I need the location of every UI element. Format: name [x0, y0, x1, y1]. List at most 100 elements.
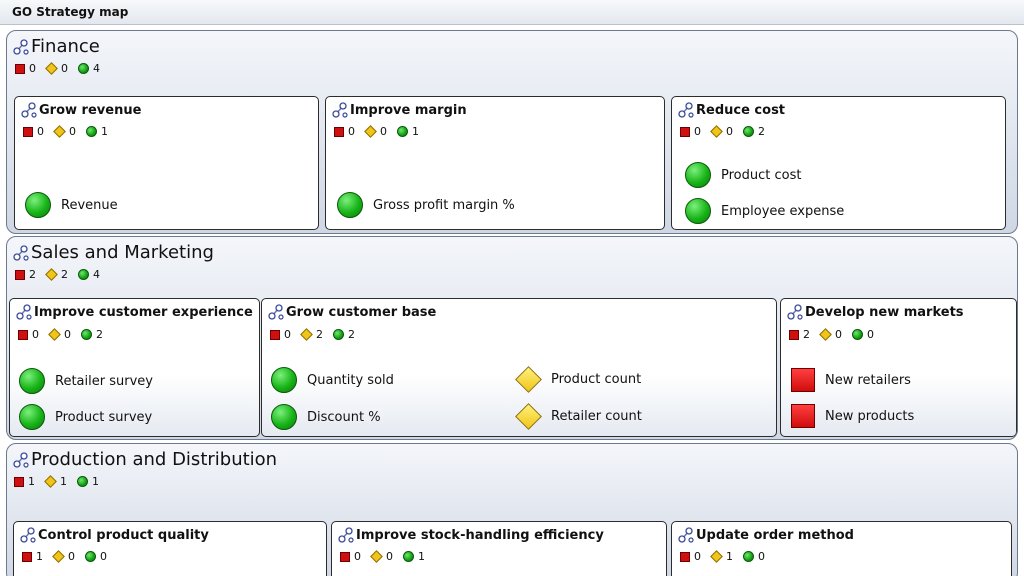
metric-gross-profit-margin[interactable]: Gross profit margin %	[337, 192, 515, 218]
yellow-diamond-icon	[710, 125, 723, 138]
perspective-header: Sales and Marketing	[13, 243, 214, 263]
metric-product-count[interactable]: Product count	[515, 366, 641, 393]
perspective-title: Finance	[31, 36, 100, 57]
strategy-map-icon	[13, 452, 29, 468]
objective-title: Control product quality	[38, 527, 209, 543]
yellow-diamond-icon	[515, 403, 542, 430]
perspective-finance[interactable]: Finance 0 0 4 Grow revenue 0 0 1 Revenue…	[6, 30, 1018, 234]
green-circle-icon	[333, 329, 344, 340]
red-square-icon	[791, 368, 815, 392]
yellow-diamond-icon	[819, 328, 832, 341]
yellow-diamond-icon	[710, 550, 723, 563]
metric-product-cost[interactable]: Product cost	[685, 162, 801, 188]
metric-product-survey[interactable]: Product survey	[19, 404, 152, 430]
metric-new-products[interactable]: New products	[791, 404, 914, 428]
objective-improve-margin[interactable]: Improve margin 0 0 1 Gross profit margin…	[325, 96, 665, 230]
objective-status-counts: 0 0 1	[340, 550, 435, 563]
yellow-diamond-icon	[515, 366, 542, 393]
yellow-diamond-icon	[45, 62, 58, 75]
yellow-diamond-icon	[45, 268, 58, 281]
strategy-map-icon	[20, 527, 36, 543]
green-circle-icon	[337, 192, 363, 218]
metric-employee-expense[interactable]: Employee expense	[685, 198, 844, 224]
green-circle-icon	[19, 404, 45, 430]
objective-status-counts: 2 0 0	[789, 328, 884, 341]
metric-new-retailers[interactable]: New retailers	[791, 368, 911, 392]
red-square-icon	[23, 126, 33, 137]
objective-title: Improve customer experience	[34, 304, 253, 320]
green-circle-icon	[852, 329, 863, 340]
objective-grow-revenue[interactable]: Grow revenue 0 0 1 Revenue	[14, 96, 319, 230]
red-square-icon	[334, 126, 344, 137]
objective-status-counts: 0 0 2	[680, 125, 775, 138]
objective-grow-customer-base[interactable]: Grow customer base 0 2 2 Quantity sold D…	[261, 298, 777, 437]
objective-title: Develop new markets	[805, 304, 964, 320]
yellow-count: 0	[61, 62, 68, 75]
yellow-diamond-icon	[370, 550, 383, 563]
perspective-status-counts: 2 2 4	[15, 268, 110, 281]
objective-improve-customer-experience[interactable]: Improve customer experience 0 0 2 Retail…	[9, 298, 260, 437]
metric-revenue[interactable]: Revenue	[25, 192, 118, 218]
objective-status-counts: 0 0 2	[18, 328, 113, 341]
green-circle-icon	[743, 551, 754, 562]
strategy-map-icon	[268, 304, 284, 320]
perspective-title: Production and Distribution	[31, 449, 278, 470]
objective-status-counts: 0 0 1	[23, 125, 118, 138]
strategy-map-icon	[16, 304, 32, 320]
objective-control-product-quality[interactable]: Control product quality 1 0 0	[13, 521, 327, 576]
red-square-icon	[15, 269, 25, 280]
red-square-icon	[680, 551, 690, 562]
strategy-map-icon	[338, 527, 354, 543]
perspective-header: Production and Distribution	[13, 450, 277, 470]
green-circle-icon	[78, 269, 89, 280]
green-circle-icon	[685, 198, 711, 224]
metric-discount[interactable]: Discount %	[271, 404, 381, 430]
objective-title: Improve margin	[350, 102, 467, 118]
green-count: 4	[93, 62, 100, 75]
red-square-icon	[791, 404, 815, 428]
red-count: 0	[29, 62, 36, 75]
perspective-status-counts: 1 1 1	[14, 475, 109, 488]
strategy-map-icon	[787, 304, 803, 320]
strategy-map-icon	[332, 102, 348, 118]
window-title: GO Strategy map	[12, 5, 129, 19]
red-square-icon	[340, 551, 350, 562]
green-circle-icon	[397, 126, 408, 137]
objective-title: Grow customer base	[286, 304, 437, 320]
objective-status-counts: 1 0 0	[22, 550, 117, 563]
red-square-icon	[789, 329, 799, 340]
metric-retailer-count[interactable]: Retailer count	[515, 403, 642, 430]
green-circle-icon	[19, 368, 45, 394]
perspective-production-and-distribution[interactable]: Production and Distribution 1 1 1 Contro…	[6, 443, 1018, 576]
yellow-diamond-icon	[53, 125, 66, 138]
perspective-status-counts: 0 0 4	[15, 62, 110, 75]
metric-quantity-sold[interactable]: Quantity sold	[271, 367, 394, 393]
window-title-bar: GO Strategy map	[0, 0, 1024, 25]
objective-title: Reduce cost	[696, 102, 786, 118]
green-circle-icon	[271, 404, 297, 430]
strategy-map-icon	[678, 527, 694, 543]
green-circle-icon	[85, 551, 96, 562]
perspective-sales-and-marketing[interactable]: Sales and Marketing 2 2 4 Improve custom…	[6, 236, 1018, 440]
green-circle-icon	[86, 126, 97, 137]
objective-improve-stock-handling-efficiency[interactable]: Improve stock-handling efficiency 0 0 1	[331, 521, 667, 576]
green-circle-icon	[685, 162, 711, 188]
red-square-icon	[270, 329, 280, 340]
strategy-map-icon	[678, 102, 694, 118]
red-square-icon	[15, 63, 25, 74]
green-circle-icon	[81, 329, 92, 340]
yellow-diamond-icon	[48, 328, 61, 341]
objective-status-counts: 0 0 1	[334, 125, 429, 138]
green-circle-icon	[403, 551, 414, 562]
metric-retailer-survey[interactable]: Retailer survey	[19, 368, 153, 394]
green-circle-icon	[271, 367, 297, 393]
objective-reduce-cost[interactable]: Reduce cost 0 0 2 Product cost Employee …	[671, 96, 1006, 230]
red-square-icon	[14, 476, 24, 487]
objective-update-order-method[interactable]: Update order method 0 1 0	[671, 521, 1012, 576]
yellow-diamond-icon	[300, 328, 313, 341]
yellow-diamond-icon	[44, 475, 57, 488]
perspective-header: Finance	[13, 37, 100, 57]
objective-status-counts: 0 2 2	[270, 328, 365, 341]
objective-develop-new-markets[interactable]: Develop new markets 2 0 0 New retailers …	[780, 298, 1017, 437]
green-circle-icon	[743, 126, 754, 137]
